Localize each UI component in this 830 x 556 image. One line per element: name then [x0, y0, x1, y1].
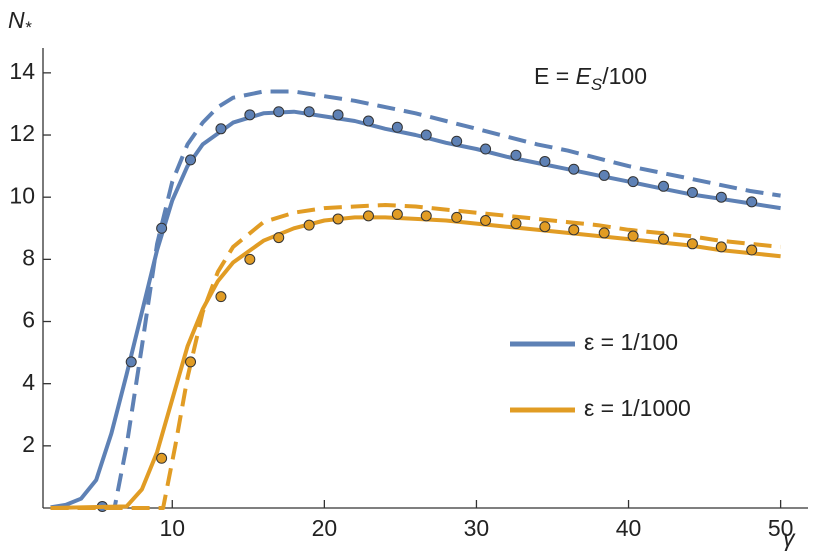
x-tick-label: 20 [312, 515, 338, 541]
y-tick-label: 10 [9, 182, 35, 208]
marker [273, 106, 285, 118]
marker [420, 210, 432, 222]
y-axis-label: N* [8, 7, 33, 37]
marker [303, 106, 315, 118]
marker [332, 109, 344, 121]
dashed-line [50, 203, 781, 510]
marker [273, 232, 285, 244]
solid-line [50, 215, 781, 510]
y-tick-label: 2 [22, 431, 35, 457]
marker [215, 123, 227, 135]
marker [480, 215, 492, 226]
marker [451, 211, 463, 223]
marker [362, 210, 374, 222]
x-axis-label: γ [783, 525, 796, 551]
x-tick-label: 30 [464, 515, 490, 541]
marker [539, 221, 551, 233]
y-tick-label: 6 [22, 307, 35, 333]
marker [658, 233, 670, 245]
marker [362, 115, 374, 127]
dashed-line [50, 89, 781, 510]
marker [303, 219, 315, 231]
legend-label: ε = 1/100 [584, 329, 678, 355]
marker [244, 253, 256, 265]
marker [746, 244, 758, 256]
marker [686, 187, 698, 199]
marker [568, 224, 580, 236]
x-tick-label: 10 [159, 515, 185, 541]
marker [510, 149, 522, 161]
marker [715, 241, 727, 253]
marker [627, 176, 639, 188]
marker [125, 356, 137, 368]
marker [658, 180, 670, 192]
marker [510, 218, 522, 230]
marker [568, 163, 580, 175]
marker [156, 222, 168, 234]
marker [391, 121, 403, 133]
y-tick-label: 12 [9, 120, 35, 146]
marker [185, 356, 197, 368]
marker [391, 208, 403, 220]
annotation: E = ES/100 [534, 63, 647, 94]
legend-label: ε = 1/1000 [584, 395, 691, 421]
marker [539, 155, 551, 167]
y-tick-label: 4 [22, 369, 35, 395]
y-tick-label: 14 [9, 58, 35, 84]
marker [156, 452, 168, 464]
marker [480, 143, 492, 155]
marker [215, 291, 227, 303]
marker [715, 191, 727, 203]
marker [627, 230, 639, 242]
x-tick-label: 50 [768, 515, 794, 541]
marker [244, 109, 256, 121]
marker [686, 238, 698, 250]
marker [420, 129, 432, 141]
x-tick-label: 40 [616, 515, 642, 541]
marker [451, 135, 463, 147]
marker [746, 196, 758, 208]
marker [598, 227, 610, 239]
y-tick-label: 8 [22, 244, 35, 270]
marker [332, 213, 344, 225]
marker [185, 154, 197, 166]
marker [598, 169, 610, 181]
